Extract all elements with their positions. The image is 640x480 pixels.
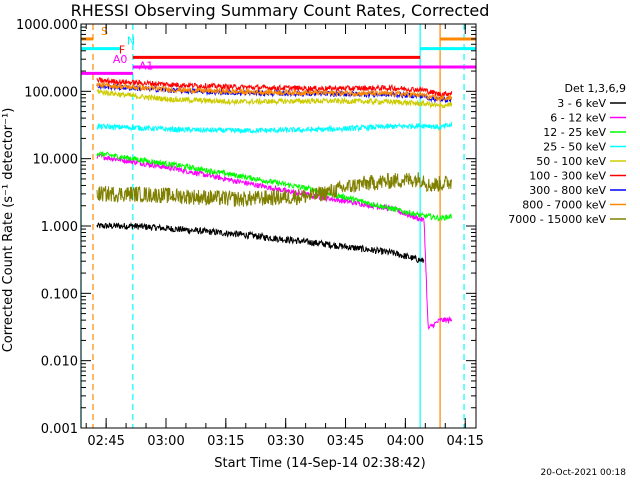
legend-label-5: 100 - 300 keV — [529, 170, 606, 183]
series-line-5 — [96, 76, 453, 99]
y-tick-label-0: 0.001 — [41, 422, 78, 437]
y-tick-label-1: 0.010 — [41, 355, 78, 370]
chart-title: RHESSI Observing Summary Count Rates, Co… — [71, 1, 490, 20]
x-axis-label: Start Time (14-Sep-14 02:38:42) — [214, 456, 425, 471]
flag-label-f: F — [119, 43, 125, 56]
legend-label-4: 50 - 100 keV — [536, 155, 606, 168]
series-line-7 — [96, 81, 453, 102]
series-line-1 — [96, 153, 453, 330]
series-line-8 — [96, 172, 453, 207]
y-tick-label-3: 1.000 — [41, 220, 78, 235]
legend-label-1: 6 - 12 keV — [550, 112, 606, 125]
legend-label-7: 800 - 7000 keV — [522, 199, 606, 212]
flag-label-a1: A1 — [139, 59, 154, 72]
series-line-4 — [96, 88, 453, 109]
x-tick-label-2: 03:15 — [207, 434, 244, 449]
y-tick-label-6: 1000.000 — [16, 18, 78, 33]
x-tick-label-0: 02:45 — [87, 434, 124, 449]
x-axis: 02:45 03:00 03:15 03:30 03:45 04:00 04:15 — [85, 24, 484, 449]
legend-label-6: 300 - 800 keV — [529, 184, 606, 197]
x-tick-label-5: 04:00 — [387, 434, 424, 449]
y-axis-label: Corrected Count Rate (s⁻¹ detector⁻¹) — [1, 108, 16, 353]
legend-title: Det 1,3,6,9 — [564, 82, 626, 95]
flag-label-n: N — [127, 35, 135, 48]
legend-label-0: 3 - 6 keV — [557, 97, 606, 110]
footer-date: 20-Oct-2021 00:18 — [541, 468, 627, 478]
x-tick-label-1: 03:00 — [147, 434, 184, 449]
y-tick-label-2: 0.100 — [41, 287, 78, 302]
x-tick-label-3: 03:30 — [267, 434, 304, 449]
y-tick-label-5: 100.000 — [24, 85, 78, 100]
flag-label-s: S — [101, 25, 108, 38]
series-line-0 — [96, 221, 425, 263]
legend-label-8: 7000 - 15000 keV — [508, 213, 606, 226]
y-tick-label-4: 10.000 — [33, 153, 79, 168]
x-tick-label-6: 04:15 — [446, 434, 483, 449]
series-line-3 — [96, 122, 453, 135]
flag-label-a0: A0 — [113, 53, 128, 66]
legend-label-2: 12 - 25 keV — [543, 126, 606, 139]
series-line-2 — [96, 151, 453, 222]
y-axis: 0.001 0.010 0.100 1.000 10.000 100.000 1000.00… — [16, 18, 476, 437]
x-tick-label-4: 03:45 — [327, 434, 364, 449]
legend-label-3: 25 - 50 keV — [543, 141, 606, 154]
